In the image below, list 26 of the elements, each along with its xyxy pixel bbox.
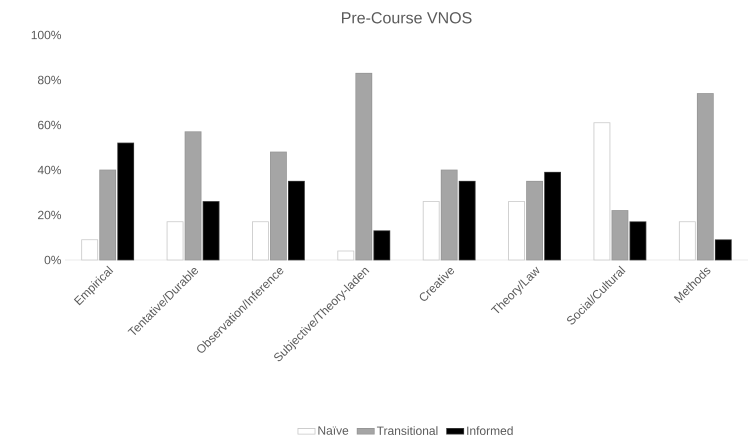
bar xyxy=(544,172,561,260)
legend-label: Transitional xyxy=(376,426,438,436)
bar xyxy=(458,180,476,260)
y-tick-label: 0% xyxy=(44,256,62,264)
y-tick-label: 100% xyxy=(32,30,62,40)
bar xyxy=(99,170,116,260)
bar xyxy=(696,93,714,260)
y-tick-label: 60% xyxy=(38,120,62,130)
bar xyxy=(440,170,458,260)
bar xyxy=(630,221,646,260)
bar xyxy=(355,72,372,260)
bar xyxy=(270,152,287,260)
bar xyxy=(184,131,202,260)
y-tick-label: 20% xyxy=(38,210,62,220)
bar xyxy=(612,210,628,260)
y-tick-label: 80% xyxy=(38,76,62,84)
bar xyxy=(117,142,134,260)
chart-title: Pre-Course VNOS xyxy=(342,12,472,24)
y-tick-label: 40% xyxy=(38,166,62,174)
bar xyxy=(714,239,732,260)
bar xyxy=(202,201,220,260)
bar xyxy=(373,230,390,260)
legend-label: Naïve xyxy=(318,426,348,435)
bar xyxy=(288,180,305,260)
bar xyxy=(526,180,543,260)
legend-label: Informed xyxy=(467,426,513,436)
